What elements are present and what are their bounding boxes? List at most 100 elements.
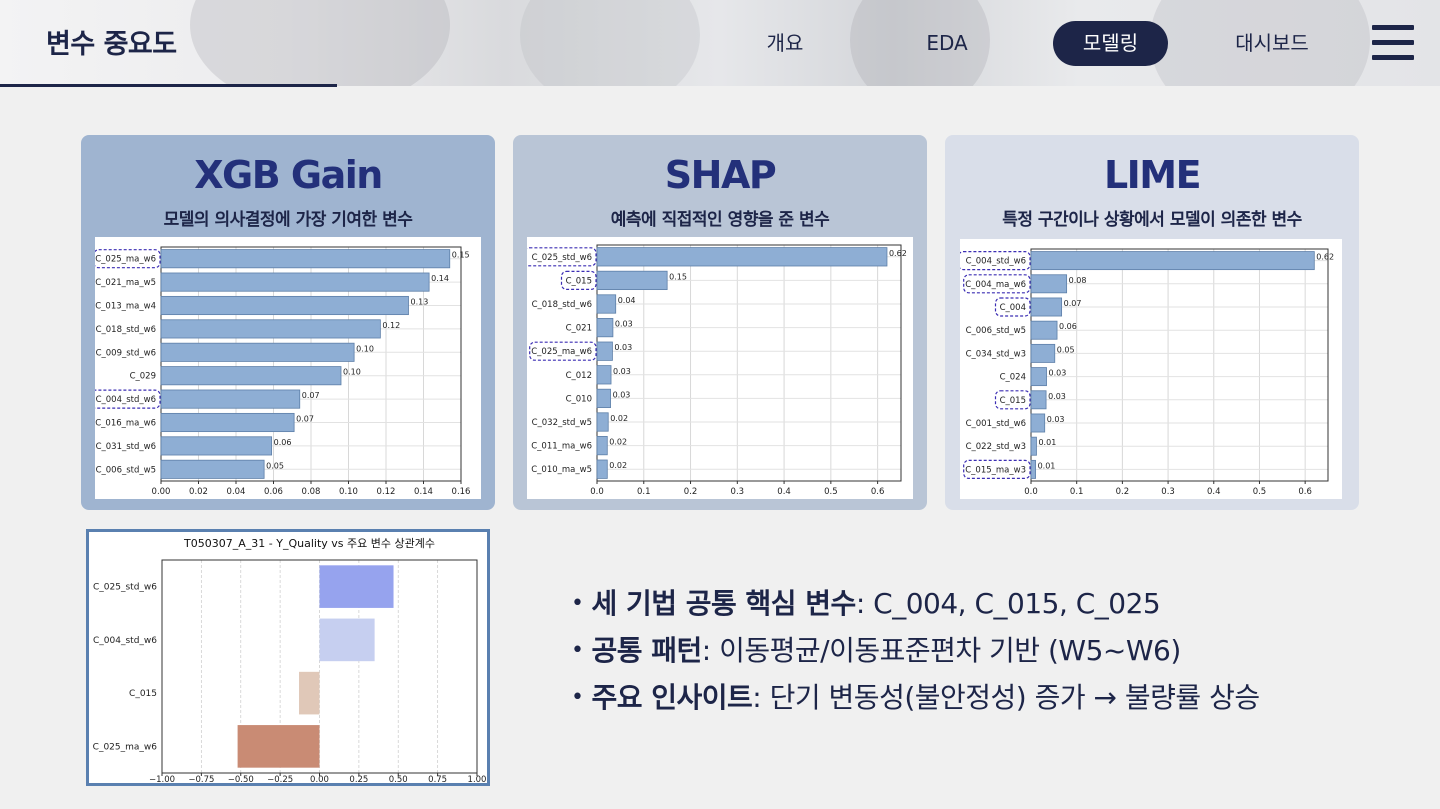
bar-C_021_ma_w5	[160, 272, 430, 292]
category-label: C_032_std_w5	[532, 418, 592, 428]
bar-C_011_ma_w6	[596, 435, 608, 456]
tick-label: 0.2	[1116, 487, 1130, 497]
highlight-box	[560, 270, 597, 291]
highlight-box	[95, 389, 161, 409]
bar-C_006_std_w5	[1030, 320, 1058, 340]
tick-label: 0.2	[684, 487, 698, 497]
bar-C_013_ma_w4	[160, 295, 409, 316]
card-title: LIME	[1103, 153, 1202, 197]
tick-label: 0.12	[377, 487, 396, 497]
data-label: 0.62	[1316, 253, 1334, 262]
nav-eda[interactable]: EDA	[926, 31, 968, 55]
category-label: C_034_std_w3	[966, 349, 1026, 359]
shap-card: SHAP 예측에 직접적인 영향을 준 변수 0.62 C_025_std_w6 0…	[513, 135, 927, 510]
bar-C_022_std_w3	[1030, 436, 1037, 456]
tick-label: −0.75	[188, 775, 214, 783]
bullet-common-pattern: • 공통 패턴: 이동평균/이동표준편차 기반 (W5~W6)	[571, 634, 1181, 667]
tick-label: 1.00	[468, 775, 487, 783]
tick-label: −0.25	[267, 775, 293, 783]
category-label: C_010	[566, 394, 592, 404]
bar-C_021	[596, 317, 614, 338]
top-header: 변수 중요도 개요 EDA 모델링 대시보드	[0, 0, 1440, 86]
data-label: 0.10	[356, 344, 374, 353]
tick-label: 0.02	[189, 487, 208, 497]
data-label: 0.03	[1049, 369, 1067, 378]
hamburger-menu-icon[interactable]	[1372, 25, 1414, 61]
category-label: C_025_std_w6	[93, 583, 157, 593]
bar-C_009_std_w6	[160, 342, 355, 362]
tick-label: 0.3	[1161, 487, 1175, 497]
tick-label: −0.50	[228, 775, 254, 783]
category-label: C_025_ma_w6	[93, 742, 158, 752]
category-label: C_010_ma_w5	[531, 465, 592, 475]
data-label: 0.07	[296, 415, 314, 424]
category-label: C_006_std_w5	[96, 465, 156, 475]
tick-label: 0.75	[428, 775, 447, 783]
category-label: C_009_std_w6	[96, 348, 156, 358]
corr-bar-C_015	[299, 671, 320, 715]
highlight-box	[95, 249, 161, 269]
tick-label: 0.1	[637, 487, 651, 497]
data-label: 0.05	[266, 461, 284, 470]
data-label: 0.03	[614, 343, 632, 352]
data-label: 0.02	[609, 461, 627, 470]
bar-C_012	[596, 365, 612, 385]
corr-bar-C_025_ma_w6	[237, 725, 320, 768]
nav-overview[interactable]: 개요	[766, 31, 804, 55]
data-label: 0.01	[1038, 461, 1056, 470]
tick-label: 0.06	[264, 487, 283, 497]
bullet-key-insight: • 주요 인사이트: 단기 변동성(불안정성) 증가 → 불량률 상승	[571, 681, 1260, 714]
category-label: C_015_ma_w3	[965, 465, 1026, 475]
data-label: 0.04	[618, 296, 636, 305]
tick-label: 0.6	[1298, 487, 1312, 497]
category-label: C_004_std_w6	[93, 636, 157, 646]
data-label: 0.03	[613, 367, 631, 376]
tick-label: 0.50	[389, 775, 408, 783]
card-subtitle: 특정 구간이나 상황에서 모델이 의존한 변수	[1002, 210, 1302, 230]
bar-C_025_ma_w6	[160, 249, 451, 269]
card-subtitle: 모델의 의사결정에 가장 기여한 변수	[163, 210, 413, 230]
nav-dashboard[interactable]: 대시보드	[1235, 31, 1309, 55]
highlight-box	[994, 297, 1031, 317]
chart-svg: 0.62 C_004_std_w6 0.08 C_004_ma_w6 0.07 C_004…	[960, 248, 1334, 497]
data-label: 0.12	[382, 321, 400, 330]
data-label: 0.62	[889, 249, 907, 258]
category-label: C_015	[129, 689, 157, 699]
bar-C_029	[160, 366, 342, 386]
category-label: C_006_std_w5	[966, 326, 1026, 336]
tick-label: 0.00	[152, 487, 171, 497]
highlight-box	[529, 341, 597, 361]
bar-C_004_std_w6	[160, 389, 301, 409]
data-label: 0.08	[1069, 276, 1087, 285]
highlight-box	[994, 390, 1031, 410]
header-decoration	[1150, 0, 1370, 86]
data-label: 0.03	[1048, 392, 1066, 401]
category-label: C_004_std_w6	[96, 395, 156, 405]
bar-C_034_std_w3	[1030, 343, 1056, 363]
card-title: XGB Gain	[194, 153, 383, 197]
plot-frame	[596, 244, 902, 482]
bar-C_001_std_w6	[1030, 413, 1046, 433]
lime-card: LIME 특정 구간이나 상황에서 모델이 의존한 변수 0.62 C_004_s…	[945, 135, 1359, 510]
category-label: C_021	[566, 324, 592, 334]
category-label: C_001_std_w6	[966, 419, 1026, 429]
chart-svg: 0.15 C_025_ma_w6 0.14 C_021_ma_w5 0.13 C_013_…	[95, 246, 470, 497]
category-label: C_025_ma_w6	[95, 255, 156, 265]
data-label: 0.14	[431, 274, 449, 283]
bar-C_015_ma_w3	[1030, 459, 1036, 479]
nav-modeling[interactable]: 모델링	[1053, 21, 1168, 66]
corr-bar-C_004_std_w6	[319, 618, 375, 662]
insight-bullets: • 세 기법 공통 핵심 변수: C_004, C_015, C_025 • 공통 …	[571, 584, 1371, 725]
category-label: C_012	[566, 371, 592, 381]
category-label: C_018_std_w6	[532, 300, 592, 310]
highlight-box	[963, 459, 1031, 479]
header-underline	[0, 84, 337, 87]
tick-label: 0.3	[731, 487, 745, 497]
tick-label: 0.4	[777, 487, 791, 497]
category-label: C_004_ma_w6	[965, 280, 1026, 290]
data-label: 0.06	[274, 438, 292, 447]
highlight-box	[963, 274, 1031, 294]
tick-label: 0.10	[339, 487, 358, 497]
data-label: 0.05	[1057, 345, 1075, 354]
tick-label: 0.0	[1024, 487, 1038, 497]
